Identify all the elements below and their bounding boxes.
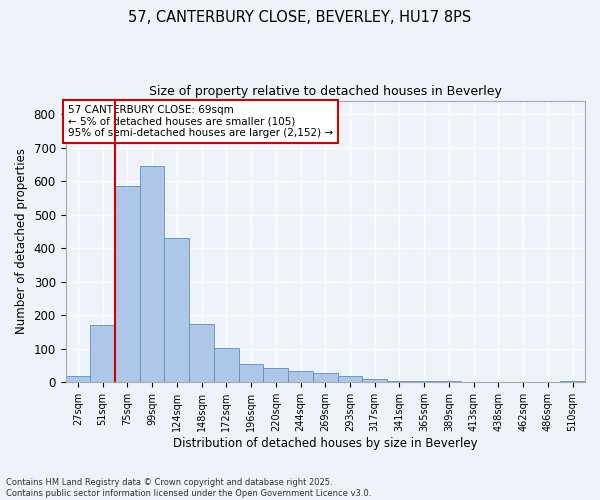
Bar <box>239 364 263 382</box>
Bar <box>214 348 239 382</box>
Bar <box>288 370 313 382</box>
Text: 57, CANTERBURY CLOSE, BEVERLEY, HU17 8PS: 57, CANTERBURY CLOSE, BEVERLEY, HU17 8PS <box>128 10 472 25</box>
Bar <box>412 381 437 382</box>
Bar <box>65 376 90 382</box>
Bar <box>164 238 189 382</box>
Bar <box>362 379 387 382</box>
Bar <box>338 376 362 382</box>
Bar <box>263 368 288 382</box>
Title: Size of property relative to detached houses in Beverley: Size of property relative to detached ho… <box>149 85 502 98</box>
Bar <box>189 324 214 382</box>
Bar <box>313 373 338 382</box>
Text: 57 CANTERBURY CLOSE: 69sqm
← 5% of detached houses are smaller (105)
95% of semi: 57 CANTERBURY CLOSE: 69sqm ← 5% of detac… <box>68 105 333 138</box>
Bar <box>560 380 585 382</box>
X-axis label: Distribution of detached houses by size in Beverley: Distribution of detached houses by size … <box>173 437 478 450</box>
Bar <box>115 186 140 382</box>
Bar <box>140 166 164 382</box>
Bar <box>90 326 115 382</box>
Text: Contains HM Land Registry data © Crown copyright and database right 2025.
Contai: Contains HM Land Registry data © Crown c… <box>6 478 371 498</box>
Y-axis label: Number of detached properties: Number of detached properties <box>15 148 28 334</box>
Bar <box>387 380 412 382</box>
